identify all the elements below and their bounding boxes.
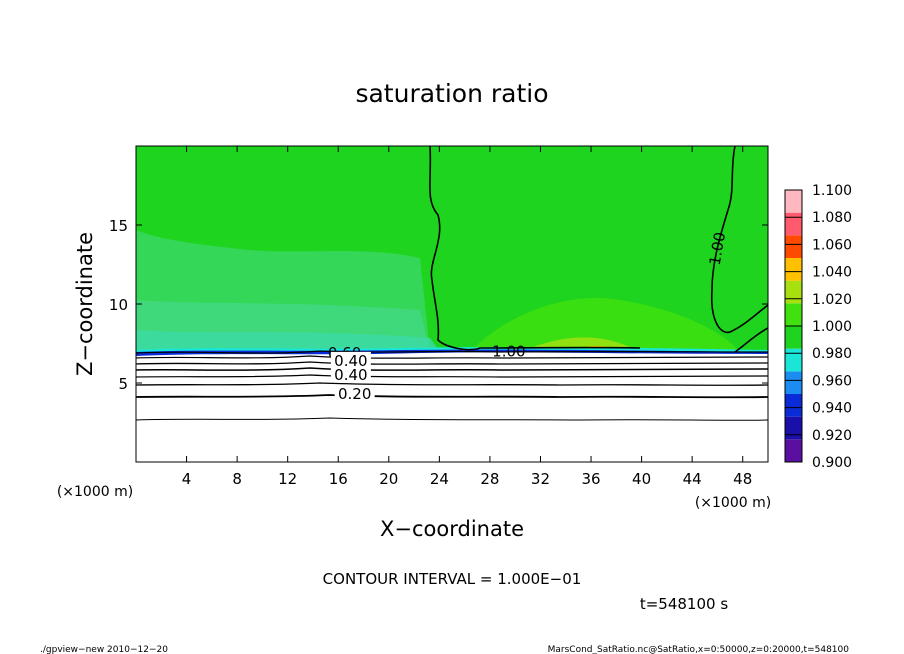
- y-axis-title: Z−coordinate: [73, 232, 97, 376]
- contour-label-bg: [330, 351, 371, 366]
- contour-label: 0.20: [338, 385, 371, 403]
- colorbar-swatch: [785, 303, 802, 326]
- contour-interval-text: CONTOUR INTERVAL = 1.000E−01: [323, 570, 582, 588]
- footer-left: ./gpview−new 2010−12−20: [40, 645, 168, 654]
- contour-label: 0.40: [334, 352, 367, 370]
- contour-label: 1.00: [706, 231, 730, 267]
- x-tick-label: 20: [379, 470, 398, 488]
- colorbar-label: 1.040: [812, 265, 852, 281]
- contour-label: 1.00: [492, 342, 525, 360]
- x-axis: 4 8 12 16 20 24 28 32 36 40 44 48: [182, 146, 752, 488]
- x-unit-right: (×1000 m): [695, 495, 771, 511]
- x-tick-label: 32: [531, 470, 550, 488]
- contour-lines: [136, 146, 768, 421]
- colorbar-swatch: [785, 280, 802, 304]
- colorbar-swatch: [785, 235, 802, 258]
- colorbar-label: 1.080: [812, 210, 852, 226]
- x-tick-label: 36: [581, 470, 600, 488]
- x-tick-label: 12: [278, 470, 297, 488]
- colorbar-swatch: [785, 258, 802, 281]
- colorbar-label: 1.060: [812, 237, 852, 253]
- x-unit-left: (×1000 m): [57, 484, 133, 500]
- colorbar: 0.900 0.920 0.940 0.960 0.980 1.000 1.020 1.040…: [784, 183, 852, 471]
- x-tick-label: 44: [683, 470, 702, 488]
- colorbar-label: 0.960: [812, 373, 852, 389]
- colorbar-label: 1.100: [812, 183, 852, 199]
- x-tick-label: 28: [480, 470, 499, 488]
- colorbar-swatch: [785, 212, 802, 236]
- colorbar-swatch: [785, 190, 802, 213]
- colorbar-swatch: [785, 326, 802, 349]
- contour-label-bg: [334, 385, 375, 400]
- time-text: t=548100 s: [640, 595, 728, 613]
- colorbar-label: 0.940: [812, 401, 852, 417]
- y-tick-label: 15: [109, 217, 128, 235]
- footer-right: MarsCond_SatRatio.nc@SatRatio,x=0:50000,…: [548, 645, 850, 654]
- x-tick-label: 8: [232, 470, 242, 488]
- colorbar-label: 1.000: [812, 319, 852, 335]
- x-tick-label: 16: [329, 470, 348, 488]
- contour-labels: 1.001.000.600.400.400.20: [328, 231, 730, 403]
- colorbar-swatch: [785, 416, 802, 440]
- contour-label: 0.40: [334, 366, 367, 384]
- contour-label-bg: [330, 366, 371, 381]
- plot-area: [136, 146, 768, 462]
- x-tick-label: 24: [430, 470, 449, 488]
- colorbar-label: 0.920: [812, 428, 852, 444]
- x-tick-label: 40: [632, 470, 651, 488]
- colorbar-swatch: [785, 394, 802, 417]
- y-tick-label: 10: [109, 296, 128, 314]
- y-axis: 5 10 15: [109, 217, 768, 393]
- chart-title: saturation ratio: [355, 79, 548, 108]
- colorbar-label: 1.020: [812, 292, 852, 308]
- x-tick-label: 48: [733, 470, 752, 488]
- y-tick-label: 5: [118, 375, 128, 393]
- x-axis-title: X−coordinate: [380, 517, 524, 541]
- colorbar-label: 0.900: [812, 455, 852, 471]
- colorbar-swatch: [785, 348, 802, 372]
- colorbar-label: 0.980: [812, 346, 852, 362]
- x-tick-label: 4: [182, 470, 192, 488]
- colorbar-swatch: [785, 439, 802, 462]
- colorbar-swatch: [785, 371, 802, 394]
